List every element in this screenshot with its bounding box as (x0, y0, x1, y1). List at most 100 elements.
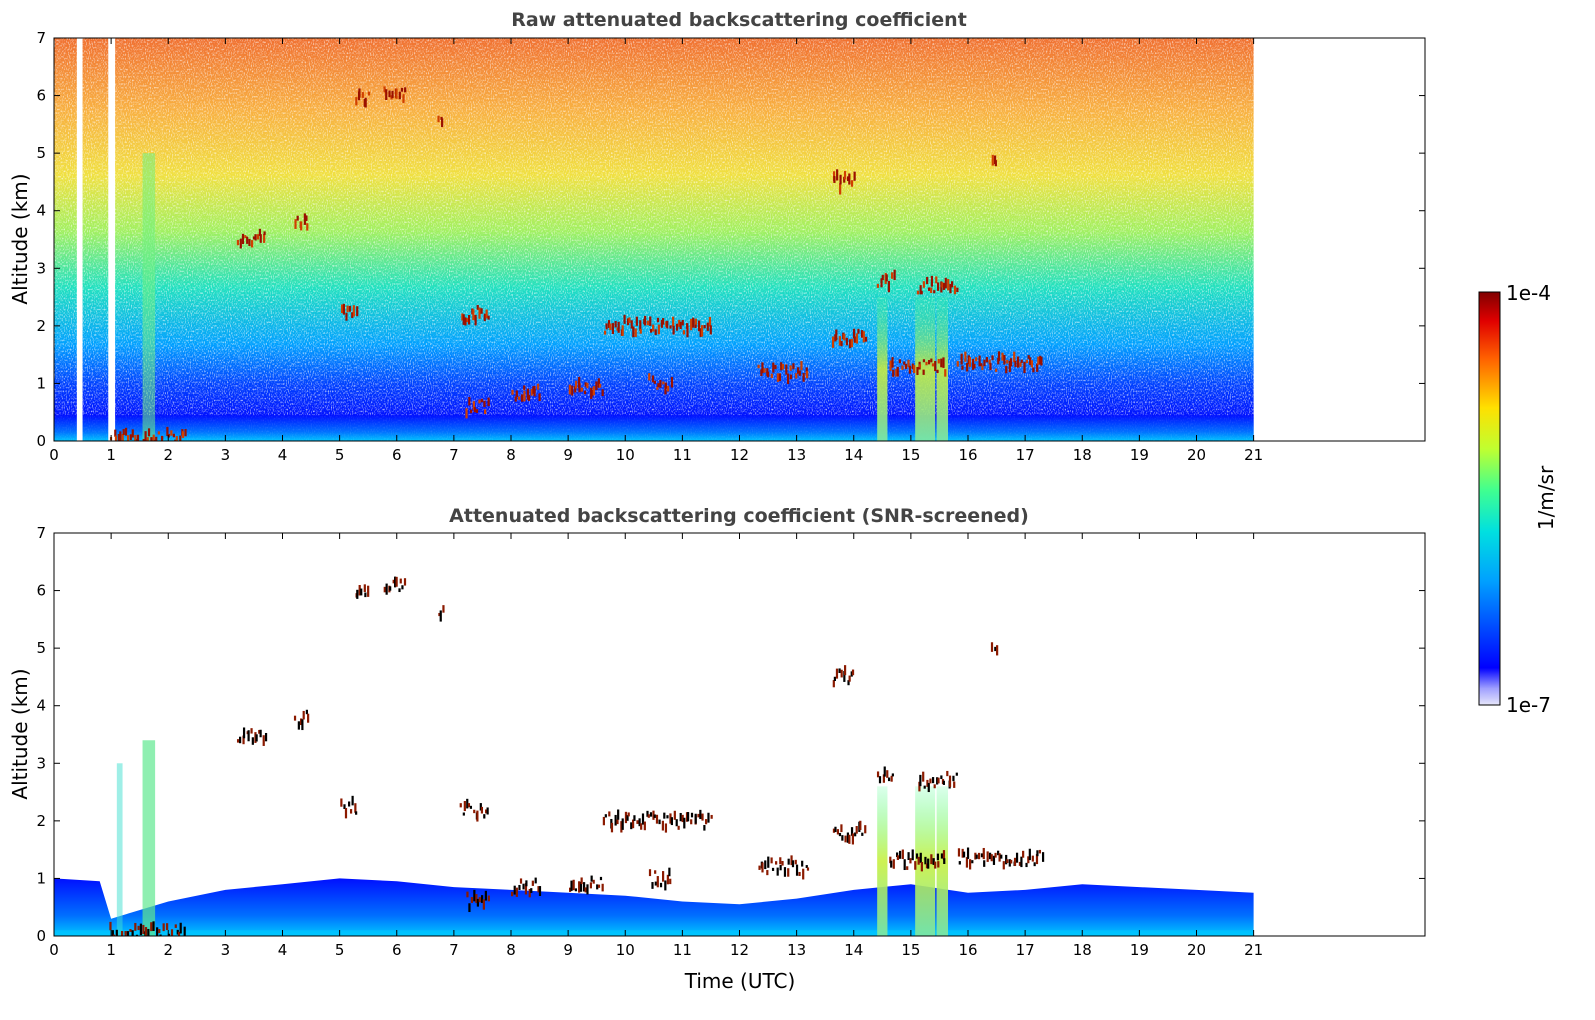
screened-cloud-cell (896, 855, 900, 860)
raw-cloud-cell (908, 365, 911, 374)
raw-cloud-cell (351, 312, 354, 318)
raw-cloud-cell (766, 371, 770, 378)
screened-cloud-cell (602, 816, 605, 826)
raw-cloud-cell (672, 325, 675, 335)
screened-cloud-cell (355, 811, 358, 815)
raw-cloud-cell (763, 368, 766, 373)
raw-cloud-cell (244, 235, 247, 239)
raw-cloud-cell (664, 386, 667, 395)
screened-cloud-cell (917, 856, 920, 865)
raw-cloud-cell (973, 364, 976, 369)
screened-cloud-cell (948, 775, 952, 788)
raw-cloud-cell (144, 431, 147, 441)
raw-cloud-cell (632, 326, 635, 338)
raw-cloud-cell (968, 357, 972, 367)
screened-cloud-cell (251, 737, 254, 745)
screened-cloud-cell (258, 729, 261, 734)
raw-cloud-cell (876, 283, 879, 288)
raw-cloud-cell (1029, 357, 1032, 366)
x-tick-label: 12 (730, 446, 749, 464)
raw-cloud-cell (941, 282, 944, 288)
raw-cloud-cell (174, 439, 177, 441)
screened-cloud-cell (641, 813, 645, 825)
screened-cloud-cell (926, 779, 929, 787)
raw-cloud-cell (848, 339, 852, 349)
colorbar-unit-label: 1/m/sr (1534, 465, 1558, 530)
raw-cloud-cell (838, 336, 841, 346)
raw-cloud-cell (472, 309, 475, 321)
raw-cloud-feature (109, 426, 187, 441)
screened-cloud-cell (627, 812, 630, 817)
screened-cloud-cell (340, 798, 343, 807)
screened-cloud-cell (262, 735, 265, 746)
screened-backscatter-heatmap (54, 576, 1254, 943)
screened-cloud-cell (679, 812, 682, 822)
screened-cloud-cell (153, 938, 155, 943)
raw-cloud-cell (913, 365, 916, 374)
raw-cloud-cell (583, 390, 587, 395)
raw-cloud-cell (761, 362, 764, 374)
screened-cloud-cell (927, 858, 930, 869)
screened-cloud-cell (159, 934, 162, 936)
raw-cloud-cell (785, 364, 788, 375)
raw-cloud-cell (694, 318, 698, 325)
raw-cloud-cell (780, 362, 783, 371)
raw-cloud-cell (792, 363, 795, 370)
raw-cloud-cell (256, 234, 260, 240)
screened-cloud-cell (466, 798, 469, 809)
raw-cloud-cell (1003, 354, 1006, 365)
screened-cloud-cell (610, 822, 614, 833)
raw-cloud-cell (1005, 366, 1008, 374)
raw-cloud-cell (1008, 360, 1011, 372)
screened-cloud-cell (395, 576, 398, 587)
screened-bright-column (142, 740, 156, 936)
screened-cloud-cell (242, 727, 246, 739)
screened-cloud-cell (801, 860, 804, 867)
raw-cloud-cell (901, 365, 904, 370)
screened-cloud-cell (977, 852, 981, 860)
screened-cloud-cell (802, 868, 805, 880)
raw-cloud-feature (832, 169, 856, 195)
raw-cloud-cell (537, 383, 540, 390)
screened-cloud-cell (896, 852, 899, 858)
raw-cloud-cell (846, 176, 850, 182)
screened-cloud-cell (348, 801, 351, 807)
raw-cloud-cell (989, 362, 992, 371)
screened-cloud-cell (624, 811, 628, 824)
screened-cloud-cell (158, 928, 161, 934)
screened-cloud-cell (898, 850, 902, 859)
screened-cloud-cell (940, 853, 944, 859)
screened-cloud-cell (569, 887, 572, 892)
raw-cloud-cell (907, 359, 910, 368)
screened-cloud-feature (876, 766, 894, 784)
raw-cloud-cell (342, 303, 346, 315)
raw-cloud-cell (662, 381, 665, 385)
screened-cloud-cell (929, 778, 932, 784)
raw-cloud-cell (778, 373, 782, 382)
raw-cloud-cell (649, 316, 652, 326)
x-tick-label: 2 (163, 941, 173, 959)
screened-cloud-cell (518, 884, 521, 890)
raw-cloud-cell (1014, 360, 1017, 367)
x-tick-label: 5 (335, 941, 345, 959)
raw-cloud-feature (916, 275, 959, 295)
raw-data-gap (108, 38, 116, 441)
raw-cloud-feature (465, 397, 490, 419)
screened-cloud-cell (301, 719, 304, 731)
screened-cloud-cell (915, 853, 919, 859)
screened-cloud-cell (144, 927, 148, 936)
screened-cloud-cell (651, 882, 654, 889)
raw-cloud-cell (835, 329, 838, 341)
raw-cloud-cell (626, 318, 630, 326)
x-tick-label: 0 (49, 446, 59, 464)
raw-cloud-cell (538, 393, 541, 401)
screened-speckle-column (116, 763, 123, 936)
screened-cloud-cell (840, 669, 843, 678)
screened-cloud-cell (855, 826, 858, 834)
y-tick-label: 4 (36, 202, 46, 220)
raw-cloud-cell (916, 290, 920, 295)
screened-cloud-cell (962, 851, 966, 858)
screened-cloud-cell (467, 803, 471, 808)
raw-cloud-cell (172, 433, 175, 438)
screened-cloud-cell (473, 809, 476, 814)
